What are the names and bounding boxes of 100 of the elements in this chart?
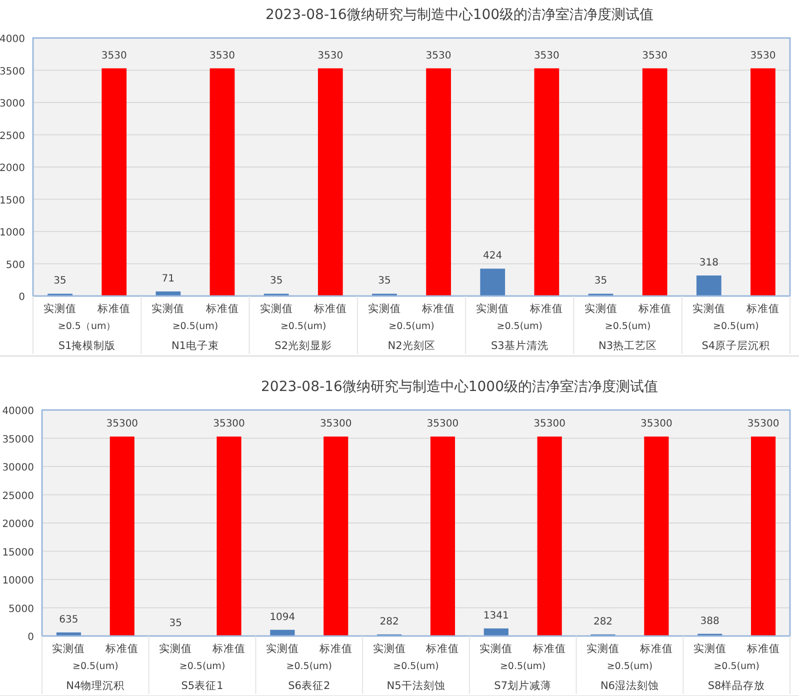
text: N6湿法刻蚀 bbox=[600, 679, 659, 692]
data-label: 35300 bbox=[640, 418, 672, 430]
text: ≥0.5(um) bbox=[280, 321, 326, 332]
text: ≥0.5(um) bbox=[496, 321, 543, 332]
data-label: 282 bbox=[593, 616, 613, 628]
text: ≥0.5(um) bbox=[72, 661, 118, 672]
bar bbox=[537, 436, 562, 636]
text: S8样品存放 bbox=[708, 680, 766, 692]
x-tick-label: 实测值 bbox=[693, 642, 726, 655]
y-tick-label: 35000 bbox=[2, 434, 34, 446]
data-label: 35300 bbox=[747, 418, 780, 430]
x-tick-label: 标准值 bbox=[529, 302, 564, 315]
bar bbox=[110, 436, 134, 636]
text: ≥0.5(um) bbox=[388, 321, 434, 332]
text: ≥0.5(um) bbox=[172, 321, 218, 332]
x-tick-label: 实测值 bbox=[52, 642, 86, 655]
x-tick-label: 实测值 bbox=[260, 302, 293, 315]
bar bbox=[318, 68, 343, 296]
y-tick-label: 0 bbox=[18, 292, 25, 303]
x-tick-label: 标准值 bbox=[104, 642, 139, 655]
text: ≥0.5(um) bbox=[179, 661, 226, 672]
bar bbox=[750, 68, 776, 296]
data-label: 3530 bbox=[318, 50, 344, 62]
text: S7划片减薄 bbox=[494, 679, 552, 692]
bar bbox=[216, 436, 242, 636]
data-label: 282 bbox=[380, 616, 399, 628]
text: ≥0.5(um) bbox=[500, 661, 546, 672]
x-tick-label: 标准值 bbox=[425, 642, 460, 655]
data-label: 1094 bbox=[270, 612, 296, 623]
data-label: 35300 bbox=[213, 418, 245, 430]
data-label: 35 bbox=[270, 276, 283, 287]
y-tick-label: 40000 bbox=[2, 406, 34, 417]
x-tick-label: 实测值 bbox=[480, 642, 513, 655]
bar bbox=[644, 436, 669, 636]
y-tick-label: 25000 bbox=[2, 490, 34, 502]
y-tick-label: 2500 bbox=[0, 130, 25, 142]
data-label: 1341 bbox=[483, 610, 509, 622]
x-tick-label: 实测值 bbox=[44, 302, 77, 315]
text: ≥0.5（um） bbox=[58, 321, 116, 332]
data-label: 3530 bbox=[642, 50, 668, 62]
y-tick-label: 4000 bbox=[0, 34, 25, 45]
data-label: 3530 bbox=[101, 50, 127, 62]
data-label: 71 bbox=[162, 273, 175, 284]
y-tick-label: 3000 bbox=[0, 98, 25, 110]
x-tick-label: 标准值 bbox=[212, 642, 246, 655]
chart-title: 2023-08-16微纳研究与制造中心1000级的洁净室洁净度测试值 bbox=[261, 379, 658, 395]
bar bbox=[102, 68, 127, 296]
bar bbox=[210, 68, 235, 296]
text: N5干法刻蚀 bbox=[386, 679, 446, 692]
text: N1电子束 bbox=[171, 339, 219, 352]
x-tick-label: 标准值 bbox=[96, 302, 131, 315]
x-tick-label: 实测值 bbox=[586, 642, 620, 655]
x-tick-label: 实测值 bbox=[266, 642, 299, 655]
bar bbox=[750, 436, 776, 636]
x-tick-label: 实测值 bbox=[368, 302, 401, 315]
y-tick-label: 500 bbox=[6, 260, 25, 271]
text: ≥0.5(um) bbox=[713, 321, 759, 332]
data-label: 35 bbox=[378, 276, 391, 287]
y-tick-label: 1500 bbox=[0, 195, 25, 206]
x-tick-label: 标准值 bbox=[204, 302, 239, 315]
data-label: 3530 bbox=[750, 50, 776, 62]
y-tick-label: 30000 bbox=[2, 462, 34, 474]
x-tick-label: 标准值 bbox=[318, 642, 352, 655]
x-tick-label: 实测值 bbox=[159, 642, 192, 655]
chart-title: 2023-08-16微纳研究与制造中心100级的洁净室洁净度测试值 bbox=[265, 7, 654, 23]
data-label: 3530 bbox=[426, 50, 452, 62]
data-label: 35300 bbox=[534, 418, 566, 430]
bar bbox=[642, 68, 668, 296]
x-tick-label: 标准值 bbox=[532, 642, 566, 655]
data-label: 35 bbox=[169, 618, 182, 629]
y-tick-label: 0 bbox=[28, 632, 34, 643]
bar bbox=[430, 436, 456, 636]
y-tick-label: 3500 bbox=[0, 66, 25, 78]
x-tick-label: 标准值 bbox=[637, 302, 672, 315]
x-tick-label: 实测值 bbox=[372, 642, 406, 655]
data-label: 35 bbox=[54, 276, 66, 287]
x-tick-label: 实测值 bbox=[584, 302, 618, 315]
x-tick-label: 标准值 bbox=[421, 302, 456, 315]
data-label: 635 bbox=[59, 614, 78, 626]
x-tick-label: 实测值 bbox=[692, 302, 726, 315]
data-label: 3530 bbox=[210, 50, 235, 62]
text: S5表征1 bbox=[181, 679, 224, 692]
bar bbox=[534, 68, 560, 296]
y-tick-label: 2000 bbox=[0, 163, 25, 174]
y-tick-label: 15000 bbox=[2, 547, 34, 558]
text: S6表征2 bbox=[288, 679, 330, 692]
bar bbox=[484, 628, 508, 636]
x-tick-label: 实测值 bbox=[476, 302, 510, 315]
y-tick-label: 20000 bbox=[2, 519, 34, 530]
bar bbox=[324, 436, 348, 636]
data-label: 388 bbox=[700, 616, 720, 627]
y-tick-label: 5000 bbox=[8, 604, 34, 615]
text: ≥0.5(um) bbox=[393, 661, 439, 672]
y-tick-label: 1000 bbox=[0, 228, 25, 238]
x-tick-label: 标准值 bbox=[312, 302, 347, 315]
text: ≥0.5(um) bbox=[714, 661, 760, 672]
x-tick-label: 标准值 bbox=[638, 642, 673, 655]
data-label: 35300 bbox=[426, 418, 459, 430]
text: S1掩模制版 bbox=[58, 339, 116, 352]
data-label: 3530 bbox=[534, 50, 560, 62]
